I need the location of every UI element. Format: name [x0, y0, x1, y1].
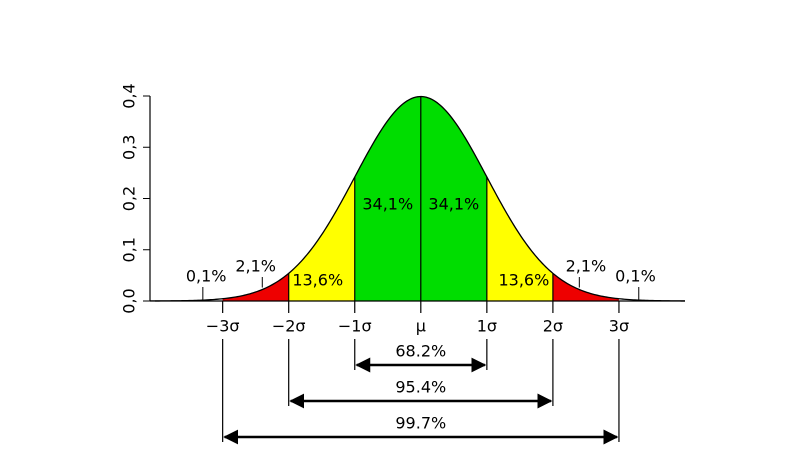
region [552, 273, 619, 301]
region-label: 34,1% [362, 195, 413, 214]
region [222, 273, 289, 301]
x-tick-label: 3σ [609, 317, 629, 336]
y-tick-label: 0,3 [120, 135, 139, 160]
y-tick-label: 0,1 [120, 237, 139, 262]
region-label: 2,1% [235, 257, 276, 276]
interval-label: 99.7% [395, 414, 446, 433]
region-label: 0,1% [615, 267, 656, 286]
x-tick-label: μ [416, 317, 426, 336]
x-tick-label: 2σ [543, 317, 563, 336]
region-label: 34,1% [428, 195, 479, 214]
region-label: 13,6% [292, 271, 343, 290]
x-tick-label: −1σ [338, 317, 372, 336]
x-tick-label: −3σ [206, 317, 240, 336]
x-tick-label: −2σ [272, 317, 306, 336]
region-label: 13,6% [498, 271, 549, 290]
y-tick-label: 0,2 [120, 186, 139, 211]
interval-label: 95.4% [395, 378, 446, 397]
curve [149, 95, 686, 302]
y-tick-label: 0,0 [120, 288, 139, 313]
region-label: 0,1% [186, 267, 227, 286]
interval-label: 68.2% [395, 342, 446, 361]
region-label: 2,1% [566, 257, 607, 276]
y-tick-label: 0,4 [120, 83, 139, 108]
x-tick-label: 1σ [477, 317, 497, 336]
